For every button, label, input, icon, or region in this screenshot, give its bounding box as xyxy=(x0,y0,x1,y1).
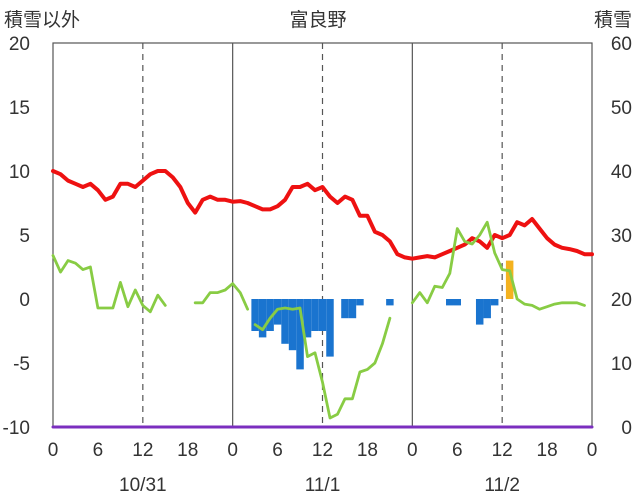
x-tick-label: 6 xyxy=(93,440,104,461)
right-tick-label: 10 xyxy=(611,354,632,375)
bar xyxy=(326,299,334,357)
bar xyxy=(251,299,259,331)
right-tick-label: 50 xyxy=(611,98,632,119)
x-tick-label: 12 xyxy=(492,440,513,461)
bar xyxy=(311,299,319,331)
series-line xyxy=(253,306,392,420)
series-line xyxy=(410,220,586,311)
bar-series xyxy=(251,260,514,370)
bar xyxy=(453,299,461,306)
x-tick-label: 0 xyxy=(587,440,598,461)
x-tick-label: 12 xyxy=(132,440,153,461)
bar xyxy=(490,299,499,306)
date-label: 11/2 xyxy=(484,475,520,496)
right-axis-label: 積雪 xyxy=(594,9,632,31)
left-tick-label: -5 xyxy=(13,354,30,375)
bar xyxy=(356,299,364,306)
line-series xyxy=(51,169,594,429)
left-axis-label: 積雪以外 xyxy=(4,9,80,31)
left-tick-label: 10 xyxy=(9,162,30,183)
bar xyxy=(475,299,484,325)
left-tick-label: 15 xyxy=(9,98,30,119)
bar xyxy=(266,299,274,331)
grid-lines xyxy=(142,43,503,427)
right-tick-label: 30 xyxy=(611,226,632,247)
series-line xyxy=(51,254,167,314)
bar xyxy=(281,299,289,344)
x-tick-label: 18 xyxy=(357,440,378,461)
bar xyxy=(303,299,312,338)
right-tick-label: 40 xyxy=(611,162,632,183)
x-tick-label: 18 xyxy=(177,440,198,461)
x-tick-label: 0 xyxy=(48,440,59,461)
bar xyxy=(446,299,454,306)
left-tick-label: 0 xyxy=(19,290,30,311)
x-tick-label: 0 xyxy=(407,440,418,461)
date-label: 10/31 xyxy=(119,475,167,496)
date-label: 11/1 xyxy=(305,475,341,496)
bar xyxy=(296,299,304,370)
series-line xyxy=(51,169,594,261)
chart-title: 富良野 xyxy=(289,9,346,31)
bar xyxy=(258,299,267,338)
bar xyxy=(505,260,514,299)
left-tick-label: 5 xyxy=(19,226,30,247)
bar xyxy=(318,299,327,331)
x-tick-label: 6 xyxy=(452,440,463,461)
series-line xyxy=(193,282,250,311)
bar xyxy=(348,299,357,319)
right-tick-label: 20 xyxy=(611,290,632,311)
right-tick-label: 60 xyxy=(611,34,632,55)
right-tick-label: 0 xyxy=(621,418,632,439)
left-tick-label: -10 xyxy=(3,418,30,439)
x-tick-label: 12 xyxy=(312,440,333,461)
bar xyxy=(273,299,282,325)
x-tick-label: 18 xyxy=(537,440,558,461)
bar xyxy=(483,299,491,319)
bar xyxy=(288,299,297,351)
bar xyxy=(386,299,394,306)
x-tick-label: 6 xyxy=(272,440,283,461)
bar xyxy=(341,299,349,319)
x-tick-label: 0 xyxy=(227,440,238,461)
left-tick-label: 20 xyxy=(9,34,30,55)
